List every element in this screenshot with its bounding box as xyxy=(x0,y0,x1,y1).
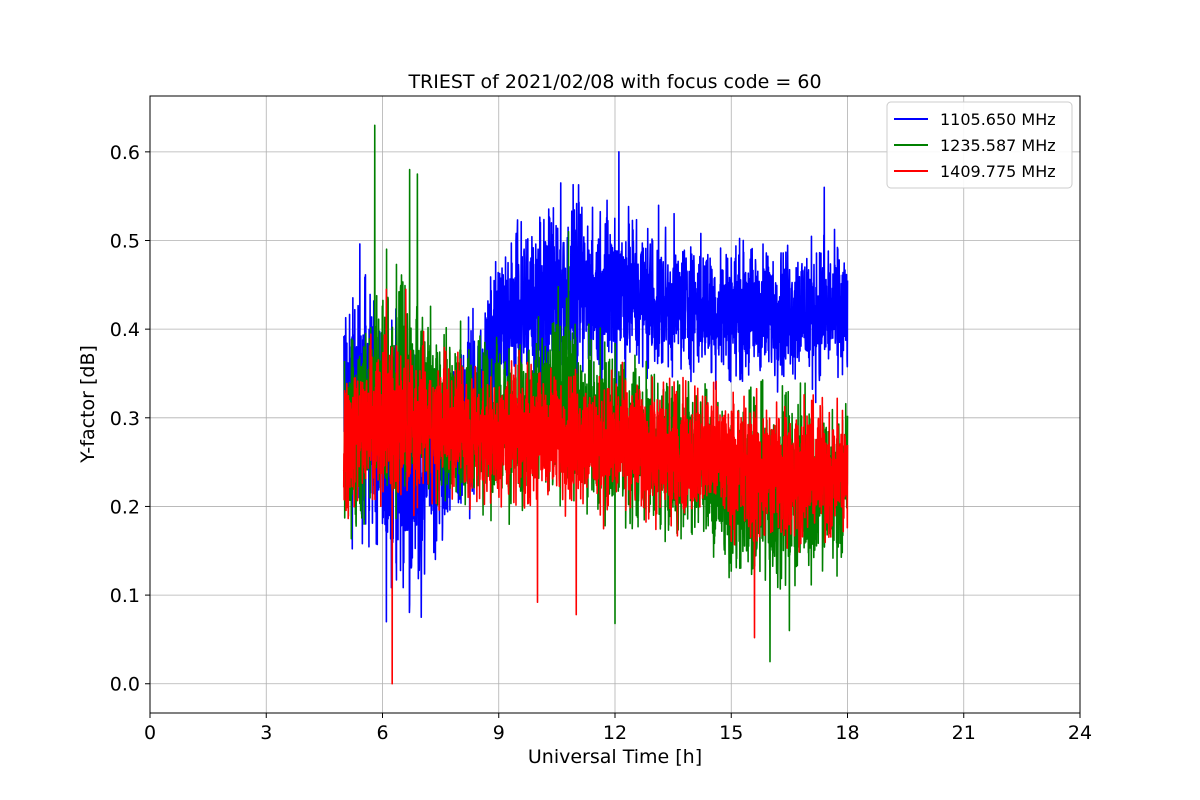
legend-label: 1235.587 MHz xyxy=(940,136,1056,155)
y-axis-ticks: 0.0 0.1 0.2 0.3 0.4 0.5 0.6 xyxy=(110,142,150,696)
legend-label: 1409.775 MHz xyxy=(940,162,1056,181)
legend-box xyxy=(886,101,1073,189)
legend: 1105.650 MHz 1235.587 MHz 1409.775 MHz xyxy=(886,101,1073,189)
series-line xyxy=(342,288,849,685)
x-tick-label: 0 xyxy=(144,722,156,744)
x-tick-label: 9 xyxy=(493,722,505,744)
x-axis-label: Universal Time [h] xyxy=(528,746,702,768)
x-tick-label: 3 xyxy=(260,722,272,744)
y-tick-label: 0.0 xyxy=(110,674,140,696)
x-tick-label: 6 xyxy=(376,722,388,744)
y-tick-label: 0.2 xyxy=(110,496,140,518)
x-tick-label: 24 xyxy=(1068,722,1092,744)
series-layer xyxy=(342,124,849,685)
y-tick-label: 0.5 xyxy=(110,230,140,252)
y-tick-label: 0.6 xyxy=(110,142,140,164)
x-tick-label: 18 xyxy=(835,722,859,744)
y-axis-label: Y-factor [dB] xyxy=(77,345,99,464)
x-tick-label: 12 xyxy=(603,722,627,744)
x-axis-ticks: 0 3 6 9 12 15 18 21 24 xyxy=(144,713,1092,744)
x-tick-label: 21 xyxy=(952,722,976,744)
y-tick-label: 0.1 xyxy=(110,585,140,607)
legend-label: 1105.650 MHz xyxy=(940,110,1056,129)
y-tick-label: 0.3 xyxy=(110,408,140,430)
x-tick-label: 15 xyxy=(719,722,743,744)
chart-title: TRIEST of 2021/02/08 with focus code = 6… xyxy=(407,71,821,93)
y-tick-label: 0.4 xyxy=(110,319,140,341)
